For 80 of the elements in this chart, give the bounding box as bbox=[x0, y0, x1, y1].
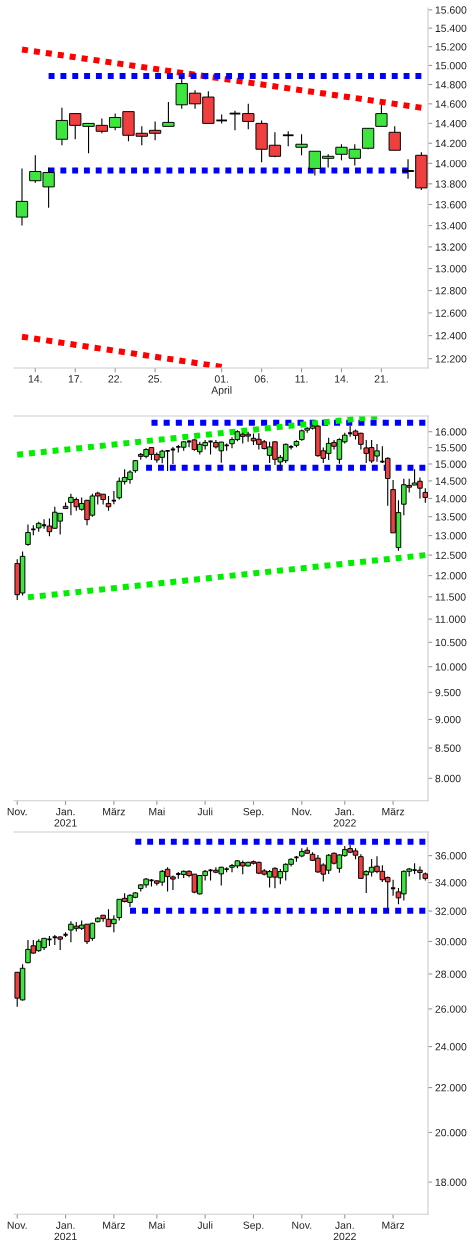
x-tick-label: Jan. 2021 bbox=[54, 1221, 77, 1241]
y-tick-label: 14.600 bbox=[435, 100, 467, 108]
y-tick-label: 9.000 bbox=[435, 715, 461, 724]
x-tick-label: 06. bbox=[254, 375, 268, 383]
y-tick-label: 10.000 bbox=[435, 663, 467, 671]
x-tick-label: Mai bbox=[149, 1221, 165, 1229]
x-tick-label: März bbox=[103, 1221, 125, 1229]
y-tick-label: 14.000 bbox=[435, 159, 467, 168]
x-tick-label: Sep. bbox=[243, 807, 264, 818]
x-tick-label: Juli bbox=[197, 1221, 213, 1229]
y-tick-label: 13.200 bbox=[435, 243, 467, 251]
y-tick-label: 12.200 bbox=[435, 355, 467, 363]
y-tick-label: 16.000 bbox=[435, 428, 467, 436]
y-tick-label: 12.000 bbox=[435, 572, 467, 580]
x-tick-label: März bbox=[382, 808, 405, 816]
y-tick-label: 11.500 bbox=[435, 593, 466, 601]
x-tick-label: Jan. 2022 bbox=[333, 1221, 356, 1241]
y-tick-label: 12.800 bbox=[435, 287, 467, 295]
candlestick bbox=[388, 125, 401, 151]
y-tick-label: 28.000 bbox=[435, 970, 467, 978]
x-tick-label: 17. bbox=[68, 375, 82, 383]
y-tick-label: 15.000 bbox=[435, 460, 467, 468]
y-tick-label: 13.600 bbox=[435, 201, 467, 209]
candlestick bbox=[25, 523, 31, 547]
y-tick-label: 14.400 bbox=[435, 119, 467, 128]
candlestick bbox=[15, 167, 29, 227]
x-tick-label: Nov. bbox=[7, 808, 27, 816]
x-tick-label: März bbox=[382, 1221, 405, 1229]
y-tick-label: 14.800 bbox=[435, 81, 467, 89]
y-tick-label: 14.000 bbox=[435, 494, 467, 503]
y-tick-label: 15.600 bbox=[435, 6, 467, 14]
y-tick-label: 15.000 bbox=[435, 61, 467, 70]
x-tick-label: 22. bbox=[108, 375, 122, 383]
y-tick-label: 12.500 bbox=[435, 551, 467, 560]
y-tick-label: 13.000 bbox=[435, 532, 467, 540]
x-tick-label: Sep. bbox=[243, 1221, 264, 1231]
y-tick-label: 15.400 bbox=[435, 24, 467, 33]
x-tick-label: Nov. bbox=[7, 1221, 27, 1229]
y-tick-label: 30.000 bbox=[435, 937, 467, 946]
x-tick-label: 14. bbox=[335, 375, 348, 383]
y-tick-label: 13.400 bbox=[435, 222, 467, 230]
x-tick-label: Jan. 2022 bbox=[333, 808, 356, 827]
y-tick-label: 15.500 bbox=[435, 444, 467, 452]
y-tick-label: 10.500 bbox=[435, 638, 467, 647]
candlestick bbox=[242, 103, 255, 130]
y-tick-label: 26.000 bbox=[435, 1005, 467, 1013]
y-tick-label: 36.000 bbox=[435, 852, 467, 860]
y-tick-label: 14.500 bbox=[435, 477, 467, 485]
x-tick-label: Mai bbox=[149, 807, 165, 816]
y-tick-label: 13.500 bbox=[435, 513, 467, 521]
y-tick-label: 8.000 bbox=[435, 774, 461, 783]
y-tick-label: 18.000 bbox=[435, 1178, 467, 1186]
x-tick-label: Jan. 2021 bbox=[54, 808, 77, 827]
y-tick-label: 8.500 bbox=[435, 744, 461, 752]
y-tick-label: 20.000 bbox=[435, 1128, 467, 1137]
x-tick-label: 11. bbox=[295, 375, 308, 383]
y-tick-label: 12.400 bbox=[435, 332, 467, 340]
candlestick bbox=[375, 104, 388, 127]
y-tick-label: 9.500 bbox=[435, 688, 461, 697]
y-tick-label: 32.000 bbox=[435, 907, 467, 915]
x-tick-label: Juli bbox=[197, 807, 213, 816]
y-tick-label: 13.800 bbox=[435, 180, 467, 188]
y-tick-label: 34.000 bbox=[435, 879, 467, 887]
x-tick-label: März bbox=[103, 808, 125, 816]
x-tick-label: 25. bbox=[148, 375, 162, 383]
candlestick bbox=[162, 101, 175, 127]
y-tick-label: 22.000 bbox=[435, 1084, 467, 1092]
y-tick-label: 15.200 bbox=[435, 43, 467, 51]
x-tick-label: Nov. bbox=[292, 1221, 312, 1229]
x-tick-label: 21. bbox=[374, 375, 388, 383]
candlestick bbox=[384, 456, 391, 507]
y-tick-label: 11.000 bbox=[435, 615, 466, 623]
y-tick-label: 12.600 bbox=[435, 309, 467, 317]
candlestick bbox=[295, 133, 308, 156]
y-tick-label: 14.200 bbox=[435, 139, 467, 148]
x-tick-label: 01. April bbox=[211, 375, 232, 396]
x-tick-label: 14. bbox=[28, 375, 42, 383]
y-tick-label: 24.000 bbox=[435, 1043, 467, 1051]
x-tick-label: Nov. bbox=[292, 808, 312, 816]
y-tick-label: 13.000 bbox=[435, 265, 467, 273]
